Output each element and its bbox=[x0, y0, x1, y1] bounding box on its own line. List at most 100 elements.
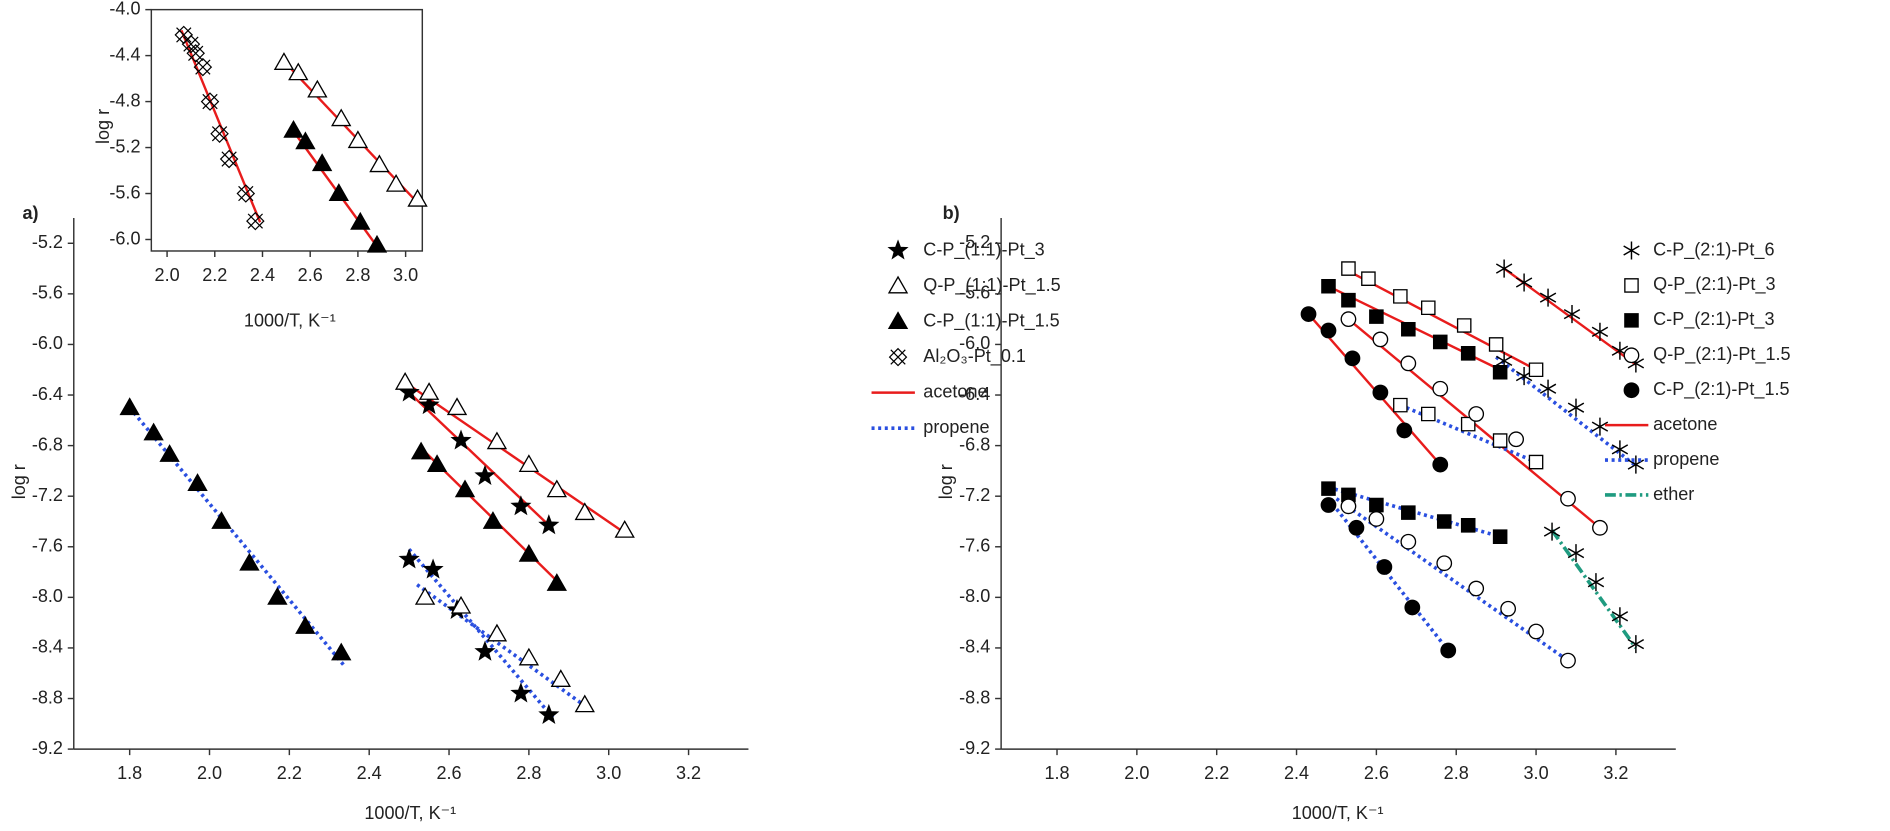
data-point bbox=[186, 44, 205, 63]
data-point bbox=[1348, 519, 1365, 536]
data-point bbox=[1340, 498, 1357, 515]
data-point bbox=[1468, 406, 1485, 422]
data-point bbox=[369, 154, 390, 173]
data-point bbox=[288, 62, 309, 81]
data-point bbox=[1492, 433, 1508, 448]
x-tick-label: 2.4 bbox=[250, 265, 275, 285]
data-point bbox=[1543, 522, 1561, 541]
data-point bbox=[1539, 288, 1557, 307]
fit-line bbox=[1550, 529, 1638, 649]
data-point bbox=[1567, 398, 1585, 417]
y-tick-label: -8.0 bbox=[32, 586, 63, 606]
legend-label: C-P_(1:1)-Pt_1.5 bbox=[923, 310, 1059, 331]
data-point bbox=[414, 586, 436, 605]
data-point bbox=[366, 234, 388, 253]
y-tick-label: -7.6 bbox=[32, 536, 63, 556]
data-point bbox=[1436, 555, 1453, 572]
legend-label: C-P_(2:1)-Pt_6 bbox=[1653, 239, 1774, 260]
y-tick-label: -4.8 bbox=[109, 90, 140, 110]
data-point bbox=[1468, 580, 1485, 597]
data-point bbox=[219, 149, 239, 169]
y-tick-label: -8.4 bbox=[32, 637, 63, 657]
y-tick-label: -6.4 bbox=[32, 384, 63, 404]
legend-label: C-P_(2:1)-Pt_3 bbox=[1653, 309, 1774, 330]
data-point bbox=[1320, 497, 1337, 513]
x-tick-label: 2.8 bbox=[516, 763, 541, 783]
legend-marker bbox=[1623, 382, 1640, 399]
data-point bbox=[518, 647, 540, 666]
data-point bbox=[193, 57, 213, 77]
x-tick-label: 2.8 bbox=[1444, 763, 1469, 783]
x-tick-label: 2.0 bbox=[155, 265, 180, 285]
y-tick-label: -9.2 bbox=[959, 738, 990, 758]
x-tick-label: 3.2 bbox=[1603, 763, 1628, 783]
data-point bbox=[1341, 261, 1356, 276]
data-point bbox=[236, 184, 256, 203]
data-point bbox=[1372, 384, 1389, 401]
y-tick-label: -8.0 bbox=[959, 586, 990, 606]
fit-line bbox=[404, 381, 626, 534]
x-tick-label: 2.8 bbox=[345, 265, 370, 285]
data-point bbox=[550, 669, 571, 687]
x-tick-label: 2.2 bbox=[202, 265, 227, 285]
data-point bbox=[1611, 440, 1629, 459]
fit-line bbox=[416, 583, 590, 711]
data-point bbox=[1515, 273, 1533, 292]
data-point bbox=[1432, 380, 1449, 397]
legend-marker bbox=[1624, 313, 1639, 328]
data-point bbox=[1528, 454, 1544, 470]
data-point bbox=[119, 397, 140, 416]
fit-line bbox=[1503, 267, 1637, 366]
data-point bbox=[1436, 514, 1452, 529]
data-point bbox=[1456, 318, 1472, 333]
data-point bbox=[1592, 519, 1608, 536]
x-tick-label: 2.2 bbox=[277, 763, 302, 783]
legend-label: propene bbox=[1653, 449, 1719, 469]
x-tick-label: 3.0 bbox=[1524, 763, 1549, 783]
panel-label: b) bbox=[943, 203, 960, 223]
y-tick-label: -5.2 bbox=[959, 232, 990, 252]
data-point bbox=[426, 454, 448, 473]
plot-frame bbox=[150, 8, 424, 252]
data-point bbox=[143, 422, 164, 441]
panel-label: a) bbox=[22, 203, 38, 223]
data-point bbox=[398, 548, 420, 569]
y-axis-label: log r bbox=[936, 464, 956, 499]
x-axis-label: 1000/T, K⁻¹ bbox=[244, 310, 336, 330]
legend-marker bbox=[887, 311, 909, 329]
data-point bbox=[538, 703, 560, 724]
data-point bbox=[311, 153, 333, 172]
data-point bbox=[1528, 362, 1544, 378]
data-point bbox=[614, 519, 635, 538]
data-point bbox=[1344, 350, 1361, 367]
x-tick-label: 1.8 bbox=[117, 763, 142, 783]
data-point bbox=[1591, 322, 1609, 341]
data-point bbox=[1341, 487, 1356, 503]
legend-marker bbox=[1623, 347, 1640, 364]
data-point bbox=[1460, 517, 1476, 533]
y-tick-label: -8.8 bbox=[32, 687, 63, 707]
data-point bbox=[1369, 309, 1384, 324]
data-point bbox=[328, 183, 349, 201]
data-point bbox=[1539, 379, 1557, 398]
legend-marker bbox=[887, 239, 909, 260]
x-tick-label: 2.0 bbox=[197, 763, 222, 783]
data-point bbox=[1492, 529, 1508, 544]
data-point bbox=[385, 173, 407, 192]
data-point bbox=[1591, 417, 1609, 436]
data-point bbox=[394, 372, 416, 390]
y-tick-label: -5.2 bbox=[109, 136, 140, 156]
data-point bbox=[486, 431, 508, 450]
data-point bbox=[1460, 346, 1476, 361]
x-tick-label: 2.6 bbox=[436, 763, 461, 783]
legend-label: Q-P_(2:1)-Pt_3 bbox=[1653, 274, 1775, 295]
data-point bbox=[1432, 456, 1449, 473]
data-point bbox=[210, 124, 229, 144]
x-tick-label: 3.0 bbox=[393, 265, 418, 285]
y-tick-label: -6.0 bbox=[959, 333, 990, 353]
data-point bbox=[1321, 278, 1336, 294]
legend-marker bbox=[1624, 278, 1639, 293]
data-point bbox=[174, 25, 194, 45]
